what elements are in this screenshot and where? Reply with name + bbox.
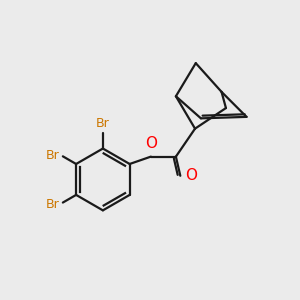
- Text: Br: Br: [96, 117, 110, 130]
- Text: Br: Br: [46, 198, 59, 211]
- Text: Br: Br: [46, 149, 59, 162]
- Text: O: O: [186, 168, 198, 183]
- Text: O: O: [145, 136, 157, 151]
